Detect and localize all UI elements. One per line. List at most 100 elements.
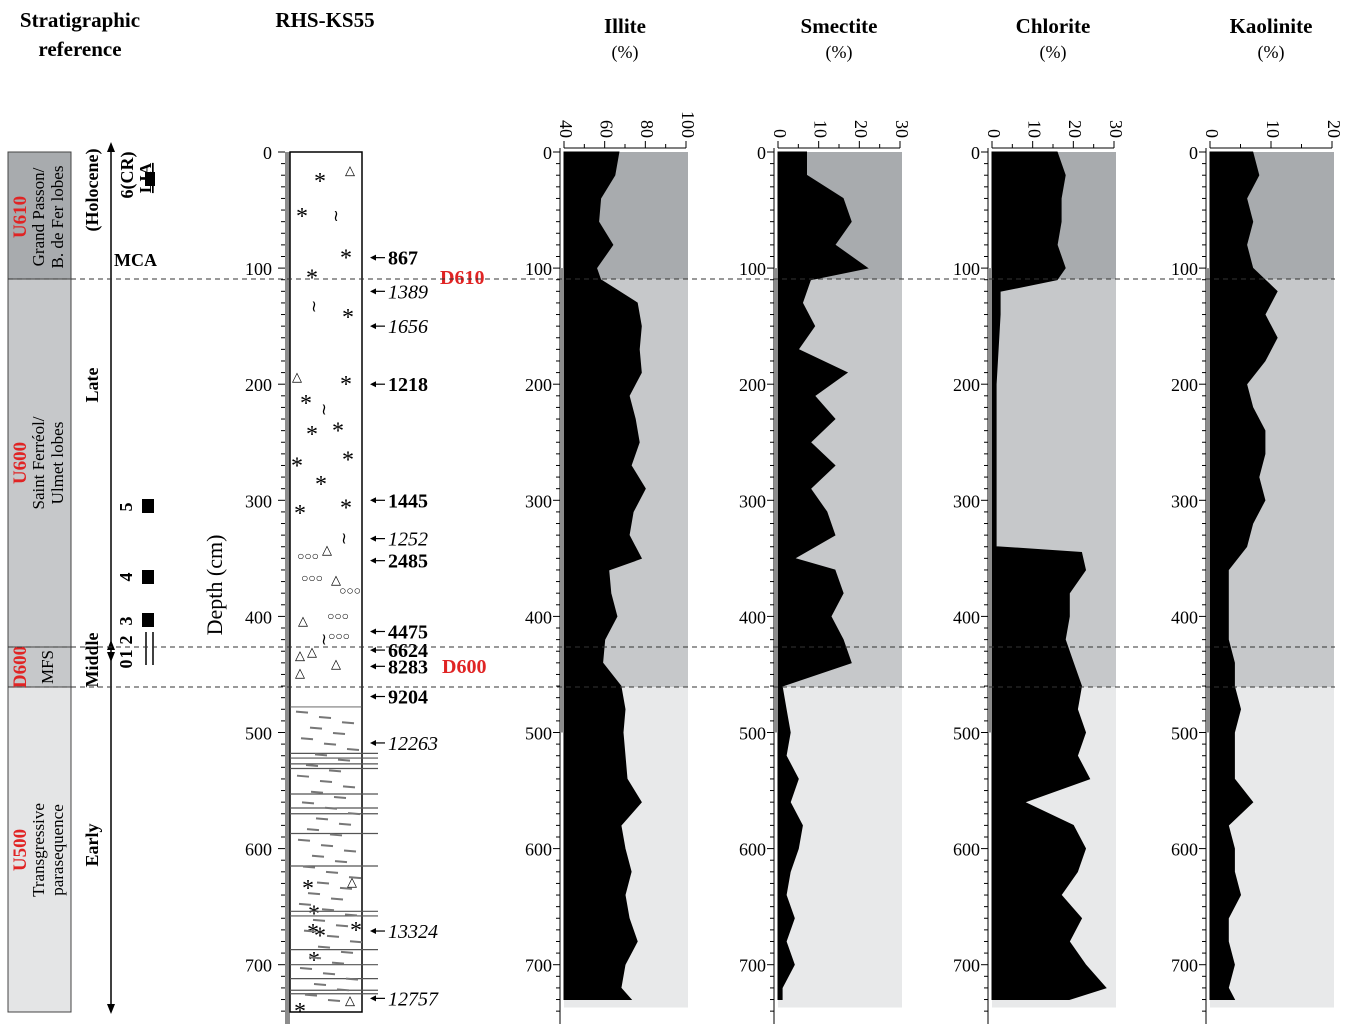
star-symbol: * [314,924,326,950]
silt-lens [341,721,355,725]
unit-code-u610: U610 [10,196,31,238]
core-axis-bar [285,152,290,1024]
star-symbol: * [307,920,319,946]
star-symbol: * [340,495,352,521]
y-tick-label-400: 400 [953,607,980,627]
silt-lens [315,817,329,821]
unit-code-d600: D600 [10,646,31,688]
x-tick-label-0: 0 [770,129,790,138]
core-tick-label-700: 700 [245,956,272,976]
silt-lens [298,902,312,906]
y-tick-label-500: 500 [953,724,980,744]
age-label-3: 1218 [388,374,428,396]
x-tick-label-20: 20 [1065,120,1085,138]
core-log-box [289,151,363,1013]
age-arrow-head [370,628,376,635]
area-series-smectite [777,151,869,1001]
y-tick-label-100: 100 [739,259,766,279]
silt-lens [310,790,324,794]
marker-5: 5 [116,503,136,512]
y-tick-label-300: 300 [1171,491,1198,511]
silt-lens [340,950,354,954]
unit-desc1-u600: Saint Ferréol/ [29,416,48,509]
unit-box-u500 [7,686,72,1013]
x-tick-label-10: 10 [1025,120,1045,138]
star-symbol: * [291,453,303,479]
star-symbol: * [332,419,344,445]
star-symbol: * [340,372,352,398]
silt-lens [334,860,348,864]
y-tick-label-700: 700 [953,956,980,976]
period-early: Early [82,824,102,867]
age-arrow-head [370,323,376,330]
silt-lens [297,838,311,842]
triangle-symbol: △ [298,613,308,628]
silt-lens [320,844,334,848]
age-arrow-head [370,288,376,295]
boundary-d610: D610 [440,267,484,289]
marker-bar-3 [142,613,154,627]
panel-title-smectite: Smectite [801,14,878,38]
depth-axis-label: Depth (cm) [202,535,227,636]
silt-lens [331,961,345,965]
core-tick-label-100: 100 [245,259,272,279]
star-symbol: * [314,169,326,195]
silt-lens [304,993,318,997]
star-symbol: * [296,204,308,230]
circle-cluster-symbol: ○○○ [297,549,319,563]
strat-header-line1: Stratigraphic [20,8,140,32]
silt-lens [336,988,350,992]
y-tick-label-400: 400 [525,607,552,627]
core-lithology: ******** ********* ****△△△△△△ △△△△△○○○○○○○○… [290,162,378,1024]
marker-1: 1 [116,650,136,659]
triangle-symbol: △ [322,542,332,557]
age-label-11: 12263 [388,733,438,755]
y-tick-label-200: 200 [1171,375,1198,395]
y-axis-band [988,268,992,733]
age-label-4: 1445 [388,490,428,512]
star-symbol: * [306,265,318,291]
unit-desc2-u500: parasequence [48,804,67,896]
y-axis-band [560,268,564,733]
y-tick-label-300: 300 [525,491,552,511]
silt-lens [345,977,359,981]
core-tick-label-600: 600 [245,840,272,860]
x-tick-label-30: 30 [892,120,912,138]
y-tick-label-700: 700 [525,956,552,976]
silt-lens [339,886,353,890]
triangle-symbol: △ [347,874,357,889]
y-tick-label-300: 300 [739,491,766,511]
core-tick-label-400: 400 [245,607,272,627]
silt-lens [318,715,332,719]
star-symbol: * [340,246,352,272]
silt-lens [299,966,313,970]
arrow-head-mid-up [107,640,115,650]
panel-unit-kaolinite: (%) [1258,42,1285,63]
core-tick-label-300: 300 [245,491,272,511]
panel-unit-smectite: (%) [826,42,853,63]
silt-lens [343,849,357,853]
burrow-symbol: ≀ [341,531,347,548]
age-label-1: 1389 [388,281,428,303]
marker-2: 2 [116,636,136,645]
triangle-symbol: △ [307,644,317,659]
silt-lens [327,998,341,1002]
triangle-symbol: △ [331,572,341,587]
silt-lens [307,892,321,896]
y-tick-label-600: 600 [525,840,552,860]
strat-header-line2: reference [38,37,121,61]
circle-cluster-symbol: ○○○ [327,609,349,623]
arrow-head-top [107,142,115,152]
silt-lens [322,972,336,976]
silt-lens [326,934,340,938]
silt-lens [347,812,361,816]
x-tick-label-60: 60 [597,120,617,138]
unit-desc2-u610: B. de Fer lobes [48,166,67,269]
silt-lens [332,731,346,735]
marker-3: 3 [116,617,136,626]
silt-lens [301,801,315,805]
silt-lens [325,870,339,874]
